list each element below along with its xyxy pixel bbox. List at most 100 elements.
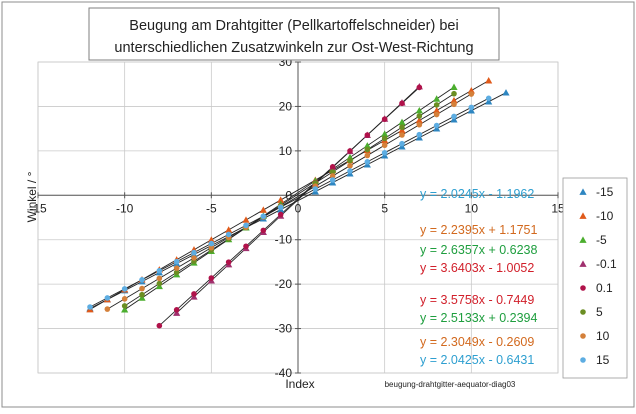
data-point-15 [312, 186, 319, 192]
legend-label: 10 [596, 329, 610, 343]
data-point-10 [121, 296, 128, 302]
data-point-15 [277, 204, 284, 211]
trendline-equation: y = 2.2395x + 1.1751 [420, 223, 538, 237]
data-points [86, 77, 510, 329]
data-point-0.1 [329, 164, 336, 170]
data-point--10 [485, 77, 493, 84]
data-point-10 [399, 132, 405, 138]
data-point--5 [398, 118, 406, 126]
legend-marker--10 [579, 212, 587, 219]
data-point-15 [225, 231, 232, 238]
data-point-15 [173, 258, 180, 265]
legend-marker-15 [580, 357, 586, 363]
data-point--15 [502, 89, 510, 96]
data-point--5 [381, 130, 389, 137]
legend-marker-10 [580, 333, 586, 339]
data-point-0.1 [277, 211, 284, 218]
data-point-15 [364, 159, 371, 165]
data-point-10 [381, 142, 388, 149]
data-point-15 [243, 222, 249, 229]
data-point--15 [485, 98, 493, 105]
data-point--5 [121, 306, 129, 313]
data-point-5 [364, 146, 371, 153]
data-point-5 [121, 303, 128, 309]
legend-marker--5 [579, 236, 587, 243]
data-point--5 [415, 106, 423, 114]
data-point-15 [156, 267, 163, 274]
data-point--10 [450, 96, 458, 104]
y-tick-label: 10 [279, 144, 293, 158]
chart-title-line-1: Beugung am Drahtgitter (Pellkartoffelsch… [129, 18, 458, 34]
legend-label: -5 [596, 233, 607, 247]
data-point-10 [173, 265, 180, 271]
data-point-15 [329, 177, 336, 183]
legend-label: 5 [596, 305, 603, 319]
data-point-10 [208, 244, 215, 251]
data-point-15 [451, 113, 457, 120]
data-point--5 [450, 83, 458, 91]
x-tick-label: 0 [295, 201, 302, 215]
legend-label: -0.1 [596, 257, 617, 271]
data-point-15 [347, 168, 353, 174]
legend-label: 0.1 [596, 281, 613, 295]
trendline-equation: y = 2.3049x - 0.2609 [420, 335, 534, 349]
data-point-5 [381, 135, 388, 142]
data-point-0.1 [173, 307, 180, 313]
data-point-5 [451, 90, 457, 97]
legend-box [562, 177, 628, 379]
legend-marker-0.1 [580, 285, 586, 291]
data-point-10 [364, 152, 371, 159]
data-point--15 [467, 107, 475, 114]
y-tick-label: -20 [275, 277, 293, 291]
trendline-equation: y = 2.5133x + 0.2394 [420, 311, 538, 325]
data-point--10 [207, 236, 215, 243]
data-point-15 [191, 249, 197, 256]
data-point-0.1 [260, 227, 267, 234]
trendline-equations: y = 2.0245x - 1.1962 y = 2.2395x + 1.1751… [420, 187, 538, 367]
data-point--15 [450, 116, 458, 123]
chart-title-line-2: unterschiedlichen Zusatzwinkeln zur Ost-… [114, 40, 473, 56]
data-point-0.1 [208, 275, 215, 281]
data-point--10 [259, 206, 267, 213]
trendline-5 [124, 93, 455, 307]
data-point-15 [121, 286, 128, 292]
x-tick-label: 5 [381, 201, 388, 215]
data-point--10 [433, 106, 441, 114]
data-point-15 [468, 104, 475, 111]
y-tick-label: 20 [279, 99, 293, 113]
data-point-15 [260, 213, 267, 220]
data-point-0.1 [156, 322, 163, 329]
data-point--5 [433, 95, 441, 102]
data-point-10 [468, 91, 475, 97]
y-tick-label: -30 [275, 322, 293, 336]
data-point-10 [329, 173, 336, 179]
legend-label: -10 [596, 209, 614, 223]
data-point-10 [156, 275, 163, 282]
data-point-15 [139, 277, 145, 283]
data-point-0.1 [381, 116, 388, 122]
legend-marker--15 [579, 188, 587, 195]
legend-marker-5 [580, 309, 586, 315]
data-point-0.1 [225, 259, 232, 265]
data-point-10 [347, 162, 353, 169]
x-tick-label: -5 [206, 201, 217, 215]
data-point-0.1 [347, 148, 353, 154]
data-point--10 [225, 226, 233, 233]
data-point--10 [415, 116, 423, 124]
data-point-10 [416, 121, 423, 128]
data-point-5 [139, 291, 145, 298]
data-point-5 [347, 157, 353, 164]
data-point-15 [485, 95, 492, 102]
x-axis-label: Index [285, 377, 314, 391]
legend: -15 -10 -5 -0.1 0.1 5 10 15 [579, 185, 617, 367]
data-point-5 [173, 269, 180, 276]
data-point-15 [399, 140, 405, 147]
trendline-0.1 [159, 87, 420, 327]
x-tick-label: -10 [116, 201, 134, 215]
data-point--10 [467, 86, 475, 94]
data-point-0.1 [191, 291, 197, 297]
x-tick-label: 10 [465, 201, 479, 215]
data-point-10 [451, 101, 457, 108]
